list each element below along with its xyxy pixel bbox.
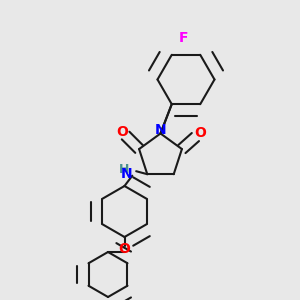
Text: O: O <box>116 125 128 139</box>
Text: F: F <box>178 31 188 44</box>
Text: O: O <box>194 126 206 140</box>
Text: H: H <box>119 163 129 176</box>
Text: N: N <box>155 123 166 137</box>
Text: O: O <box>118 242 130 256</box>
Text: N: N <box>121 167 132 181</box>
